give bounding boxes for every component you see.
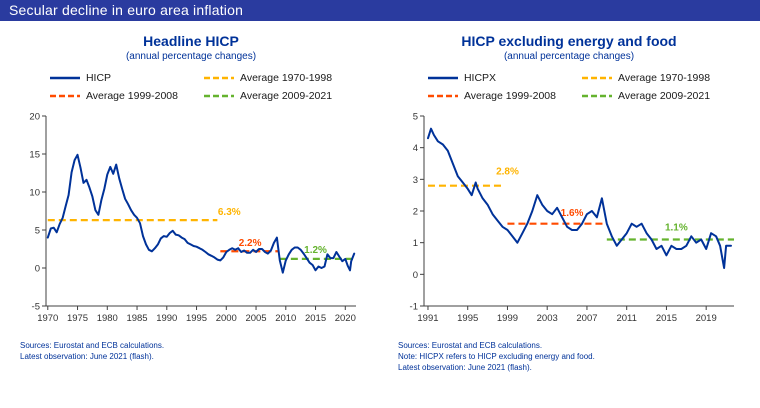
source-line: Latest observation: June 2021 (flash). — [20, 352, 154, 362]
legend-label: Average 2009-2021 — [618, 90, 711, 102]
average-annotation: 2.8% — [496, 167, 519, 178]
y-tick-label: 0 — [413, 270, 418, 281]
chart-panel-hicpx: HICP excluding energy and food (annual p… — [384, 27, 754, 374]
legend-line-sample — [49, 94, 80, 98]
x-tick-label: 2007 — [576, 313, 597, 324]
series-line — [46, 153, 356, 274]
y-tick-label: 20 — [29, 112, 40, 123]
legend-line-sample — [427, 76, 458, 80]
headline-hicp-chart: -5 0 5 10 15 20 1970 1975 1980 1985 1990 1995 2000 20… — [29, 112, 356, 324]
x-tick-label: 1980 — [97, 313, 118, 324]
y-tick-label: 4 — [413, 143, 418, 154]
y-tick-label: 2 — [413, 207, 418, 218]
x-tick-label: 2015 — [305, 313, 326, 324]
slide-title: Secular decline in euro area inflation — [9, 2, 244, 18]
x-tick-label: 1975 — [67, 313, 88, 324]
y-tick-label: 0 — [35, 264, 40, 275]
y-tick-label: 10 — [29, 188, 40, 199]
legend-label: Average 1970-1998 — [240, 72, 333, 84]
x-tick-label: 1995 — [457, 313, 478, 324]
x-tick-label: 2005 — [245, 313, 266, 324]
x-tick-label: 1995 — [186, 313, 207, 324]
sources-note-hicpx: Sources: Eurostat and ECB calculations. N… — [398, 340, 754, 374]
legend-label: Average 2009-2021 — [240, 90, 333, 102]
source-line: Note: HICPX refers to HICP excluding ene… — [398, 352, 595, 362]
y-tick-label: 5 — [413, 112, 418, 123]
hicpx-chart: -1 0 1 2 3 4 5 1991 1995 1999 2003 2007 2011 2015 2019… — [410, 112, 734, 324]
source-line: Sources: Eurostat and ECB calculations. — [20, 341, 165, 350]
x-tick-label: 2020 — [335, 313, 356, 324]
x-tick-label: 2010 — [275, 313, 296, 324]
y-tick-label: 1 — [413, 238, 418, 249]
x-tick-label: 1990 — [156, 313, 177, 324]
x-tick-label: 1985 — [126, 313, 147, 324]
x-tick-label: 2019 — [696, 313, 717, 324]
legend-line-sample — [427, 94, 458, 98]
chart-subtitle: (annual percentage changes) — [125, 51, 257, 62]
y-tick-label: -1 — [410, 302, 418, 313]
legend-item: HICP — [49, 72, 178, 84]
source-line: Latest observation: June 2021 (flash). — [398, 363, 532, 373]
legend-item: HICPX — [427, 72, 556, 84]
y-tick-label: 5 — [35, 226, 40, 237]
legend-item: Average 2009-2021 — [582, 90, 710, 102]
source-line: Sources: Eurostat and ECB calculations. — [398, 341, 543, 350]
x-tick-label: 1970 — [37, 313, 58, 324]
chart-subtitle: (annual percentage changes) — [503, 51, 635, 62]
legend-item: Average 1999-2008 — [49, 90, 178, 102]
x-tick-label: 1999 — [497, 313, 518, 324]
average-annotation: 1.6% — [561, 208, 584, 219]
legend-item: Average 1999-2008 — [427, 90, 556, 102]
legend-label: Average 1999-2008 — [463, 90, 556, 102]
legend-line-sample — [204, 94, 234, 98]
x-tick-label: 1991 — [417, 313, 438, 324]
legend-line-sample — [582, 94, 612, 98]
chart-title-headline-hicp: Headline HICP — [143, 33, 239, 49]
charts-row: Headline HICP (annual percentage changes… — [0, 21, 760, 374]
legend-item: Average 1970-1998 — [582, 72, 710, 84]
legend-label: Average 1999-2008 — [85, 90, 178, 102]
legend-line-sample — [49, 76, 80, 80]
legend-item: Average 1970-1998 — [204, 72, 332, 84]
x-tick-label: 2003 — [537, 313, 558, 324]
chart-panel-headline-hicp: Headline HICP (annual percentage changes… — [6, 27, 376, 374]
x-tick-label: 2015 — [656, 313, 677, 324]
x-tick-label: 2000 — [216, 313, 237, 324]
y-tick-label: 15 — [29, 150, 40, 161]
y-tick-label: -5 — [32, 302, 40, 313]
average-annotation: 1.1% — [665, 223, 688, 234]
legend-hicpx: HICPX Average 1999-2008 Average 1970-1998 A… — [427, 72, 710, 102]
legend-headline-hicp: HICP Average 1999-2008 Average 1970-1998 Av… — [49, 72, 332, 102]
legend-line-sample — [204, 76, 234, 80]
legend-label: HICP — [85, 72, 112, 84]
y-tick-label: 3 — [413, 175, 418, 186]
x-tick-label: 2011 — [616, 313, 636, 324]
legend-label: Average 1970-1998 — [618, 72, 711, 84]
series-line — [427, 127, 732, 269]
average-annotation: 6.3% — [218, 207, 241, 218]
average-annotation: 1.2% — [304, 245, 327, 256]
average-annotation: 2.2% — [239, 238, 262, 249]
legend-label: HICPX — [463, 72, 497, 84]
chart-title-hicpx: HICP excluding energy and food — [461, 33, 677, 49]
legend-item: Average 2009-2021 — [204, 90, 332, 102]
sources-note-headline: Sources: Eurostat and ECB calculations. L… — [20, 340, 376, 362]
slide-title-bar: Secular decline in euro area inflation — [0, 0, 760, 21]
legend-line-sample — [582, 76, 612, 80]
